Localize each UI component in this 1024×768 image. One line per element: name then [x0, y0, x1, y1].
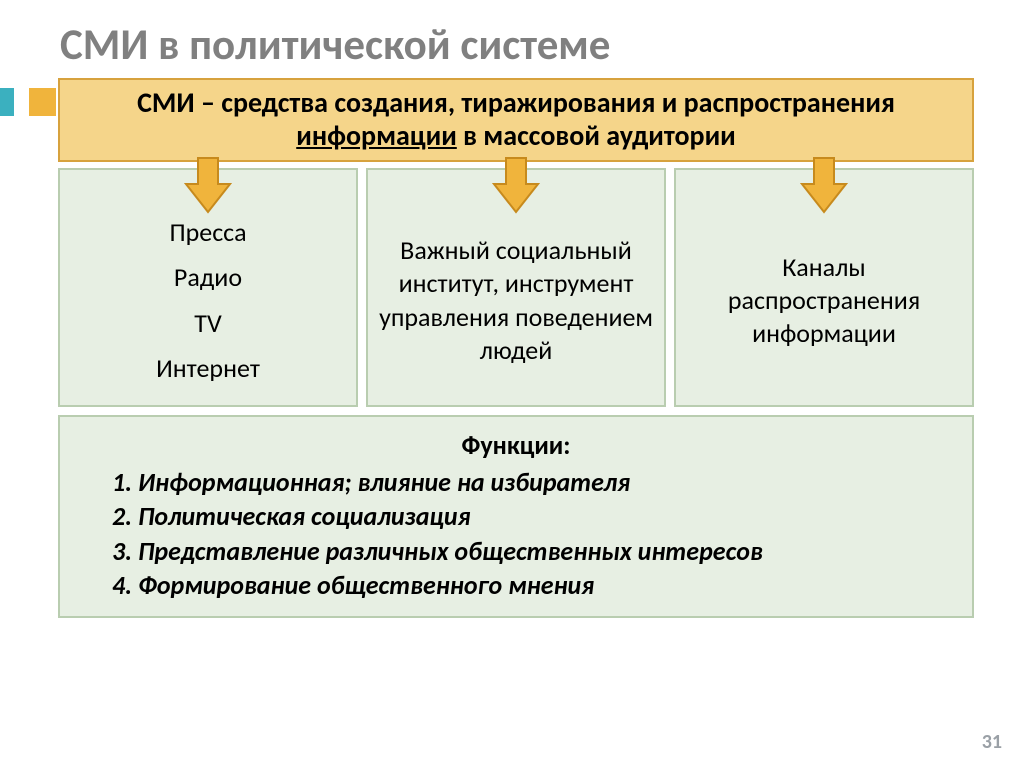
slide-title: СМИ в политической системе [60, 18, 984, 71]
slide-number: 31 [982, 730, 1002, 754]
accent-bar [0, 88, 56, 116]
column-2: Важный социальный институт, инструмент у… [366, 168, 666, 407]
definition-post: в массовой аудитории [457, 118, 736, 153]
col1-item-2: TV [194, 307, 221, 340]
column-3: Каналы распространения информации [674, 168, 974, 407]
accent-seg-3 [29, 88, 56, 116]
three-columns: Пресса Радио TV Интернет Важный социальн… [58, 168, 974, 407]
definition-pre: СМИ – средства создания, тиражирования и… [137, 85, 895, 120]
functions-box: Функции: Информационная; влияние на изби… [58, 415, 974, 618]
functions-title: Функции: [80, 429, 952, 461]
definition-box: СМИ – средства создания, тиражирования и… [58, 78, 974, 162]
function-item-2: Политическая социализация [138, 499, 952, 533]
arrow-down-icon [800, 156, 848, 214]
column-1: Пресса Радио TV Интернет [58, 168, 358, 407]
col3-text: Каналы распространения информации [686, 251, 962, 351]
slide-title-area: СМИ в политической системе [0, 0, 1024, 79]
col2-text: Важный социальный институт, инструмент у… [378, 234, 654, 367]
col1-item-1: Радио [174, 261, 242, 294]
functions-list: Информационная; влияние на избирателя По… [80, 465, 952, 602]
arrow-down-icon [184, 156, 232, 214]
col1-item-0: Пресса [169, 216, 246, 249]
col1-item-3: Интернет [156, 352, 260, 385]
definition-underlined: информации [296, 118, 457, 153]
accent-seg-2 [14, 88, 29, 116]
arrow-down-icon [492, 156, 540, 214]
content-area: СМИ – средства создания, тиражирования и… [58, 78, 974, 618]
function-item-3: Представление различных общественных инт… [138, 534, 952, 568]
function-item-1: Информационная; влияние на избирателя [138, 465, 952, 499]
function-item-4: Формирование общественного мнения [138, 568, 952, 602]
accent-seg-1 [0, 88, 14, 116]
